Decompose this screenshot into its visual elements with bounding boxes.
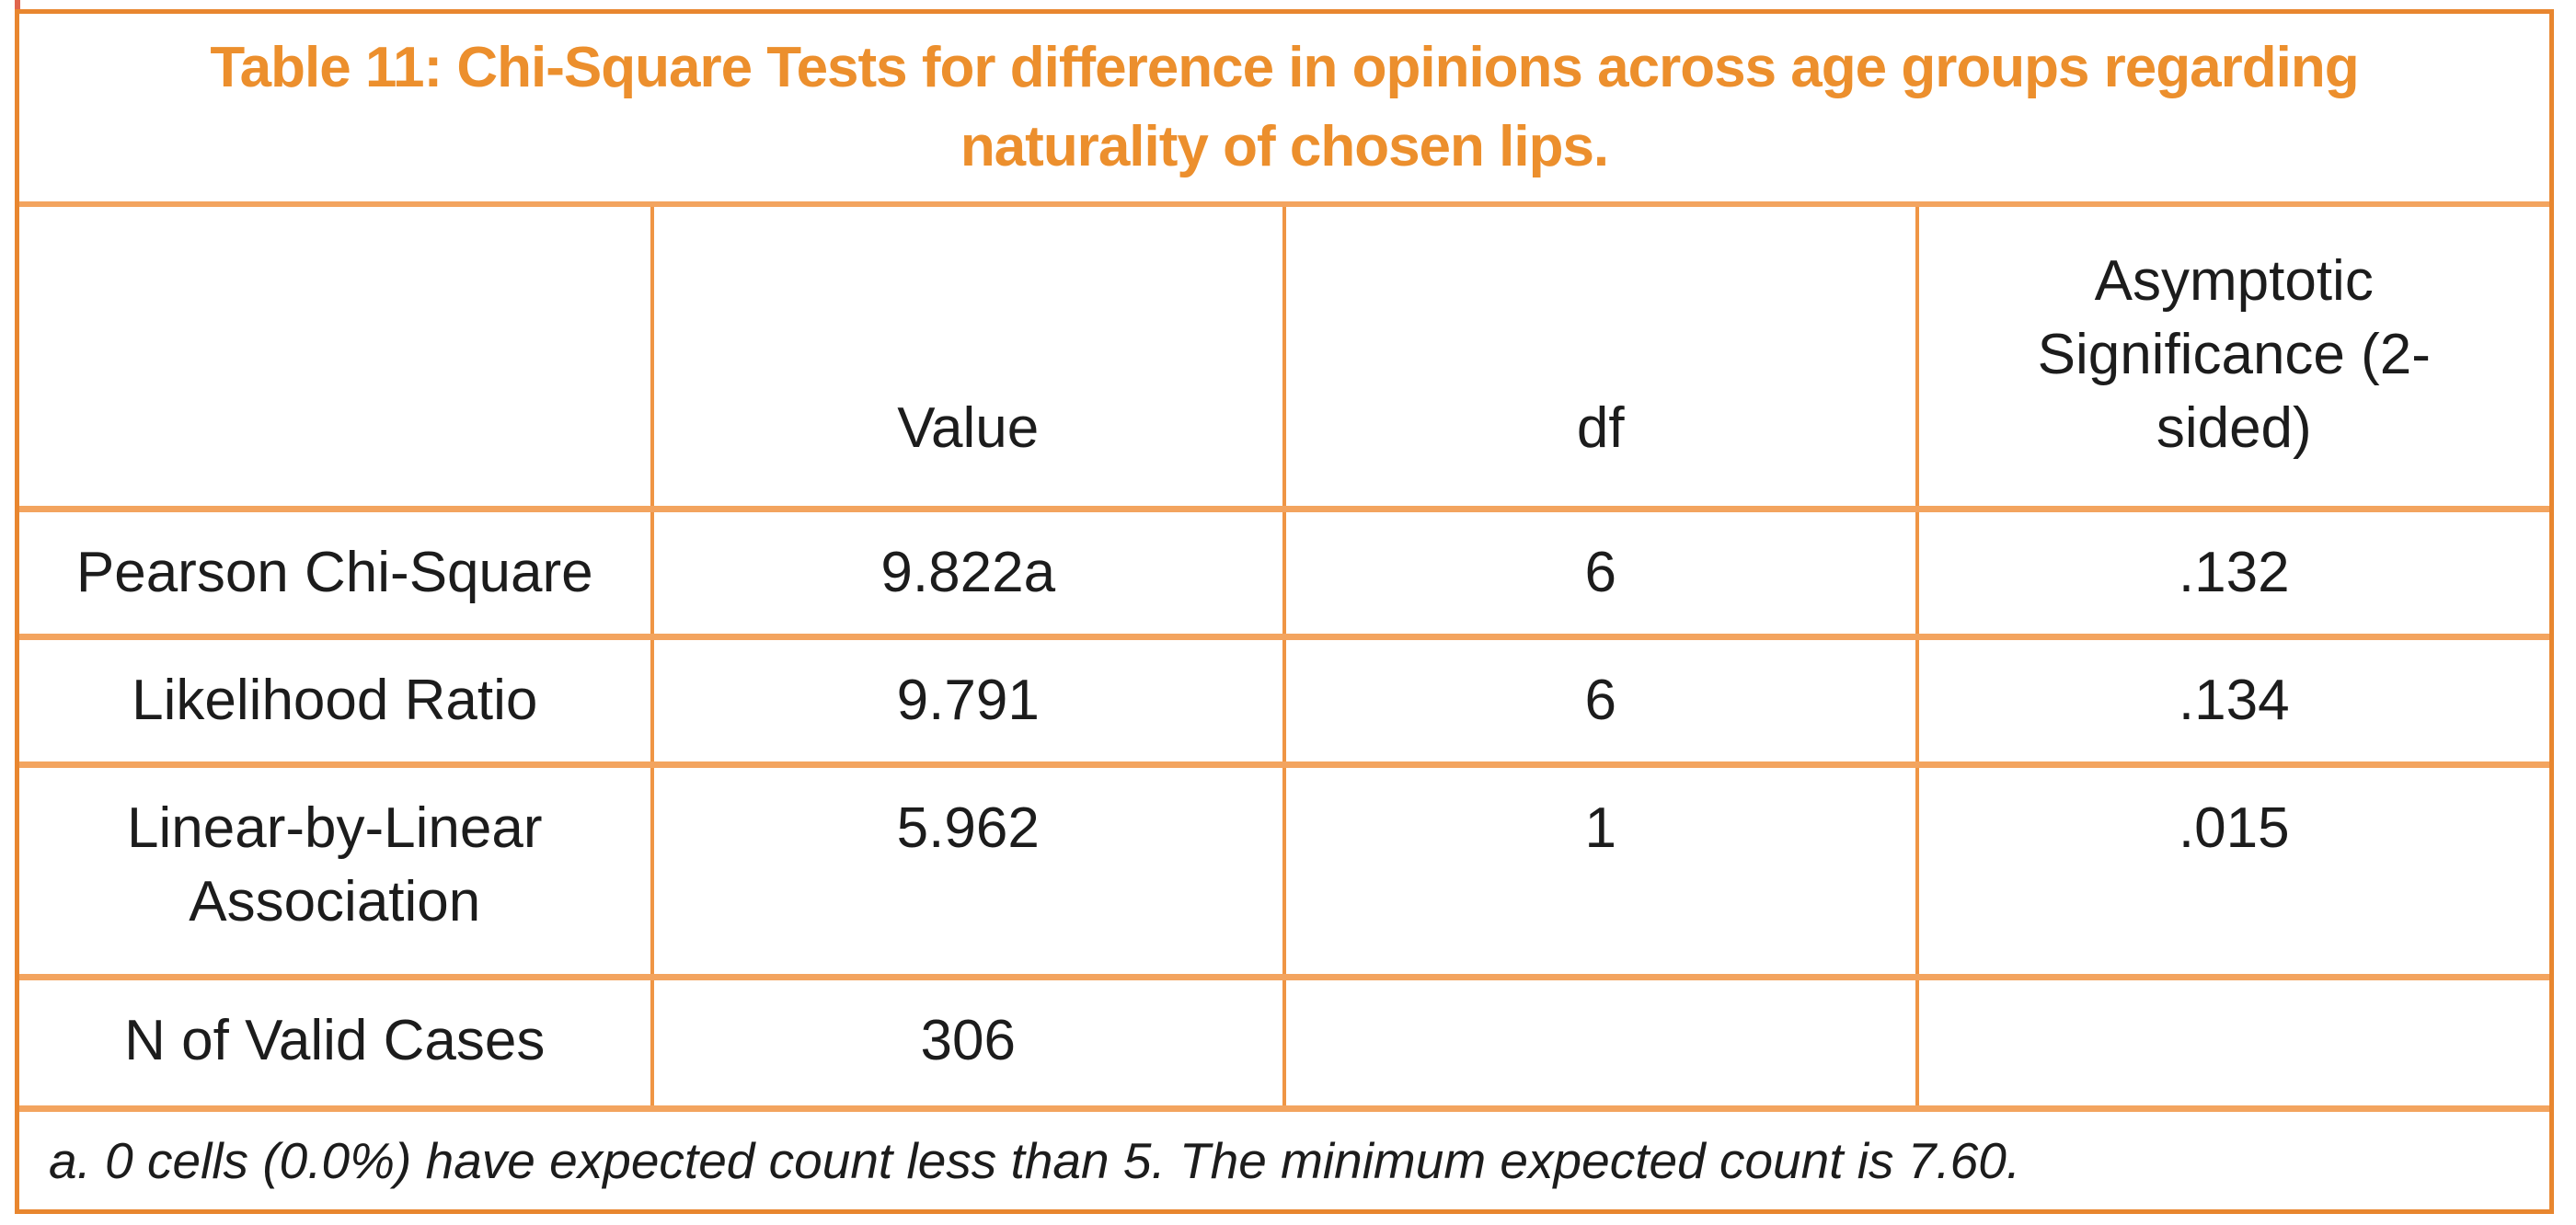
- table-row: N of Valid Cases 306: [19, 973, 2549, 1105]
- table-title-line-2: naturality of chosen lips.: [960, 115, 1609, 178]
- cell-value: 9.791: [650, 633, 1284, 764]
- header-cell-value: Value: [650, 207, 1284, 512]
- header-row: Value df Asymptotic Significance (2-side…: [19, 207, 2549, 512]
- chi-square-table: Table 11: Chi-Square Tests for differenc…: [15, 9, 2554, 1214]
- table-footnote: a. 0 cells (0.0%) have expected count le…: [19, 1105, 2549, 1209]
- corner-artifact: [15, 0, 20, 12]
- footnote-text: a. 0 cells (0.0%) have expected count le…: [49, 1132, 2021, 1189]
- cell-value: 9.822a: [650, 509, 1284, 636]
- row-label: Likelihood Ratio: [19, 633, 652, 764]
- header-cell-sig: Asymptotic Significance (2-sided): [1915, 207, 2549, 512]
- chi-square-stats-grid: Value df Asymptotic Significance (2-side…: [19, 207, 2549, 1105]
- table-row: Pearson Chi-Square 9.822a 6 .132: [19, 509, 2549, 636]
- cell-df: [1282, 973, 1917, 1105]
- cell-sig: [1915, 973, 2549, 1105]
- cell-sig: .132: [1915, 509, 2549, 636]
- cell-sig: .015: [1915, 761, 2549, 977]
- header-cell-empty: [19, 207, 652, 512]
- table-title: Table 11: Chi-Square Tests for differenc…: [19, 14, 2549, 207]
- cell-df: 1: [1282, 761, 1917, 977]
- row-label: Linear-by-Linear Association: [19, 761, 652, 977]
- header-cell-df: df: [1282, 207, 1917, 512]
- table-row: Linear-by-Linear Association 5.962 1 .01…: [19, 761, 2549, 977]
- row-label: N of Valid Cases: [19, 973, 652, 1105]
- table-title-line-1: Table 11: Chi-Square Tests for differenc…: [210, 36, 2359, 99]
- cell-sig: .134: [1915, 633, 2549, 764]
- cell-df: 6: [1282, 633, 1917, 764]
- cell-df: 6: [1282, 509, 1917, 636]
- cell-value: 5.962: [650, 761, 1284, 977]
- row-label: Pearson Chi-Square: [75, 540, 593, 604]
- table-row: Likelihood Ratio 9.791 6 .134: [19, 633, 2549, 764]
- header-cell-sig-label: Asymptotic Significance (2-sided): [2037, 248, 2431, 460]
- cell-value: 306: [650, 973, 1284, 1105]
